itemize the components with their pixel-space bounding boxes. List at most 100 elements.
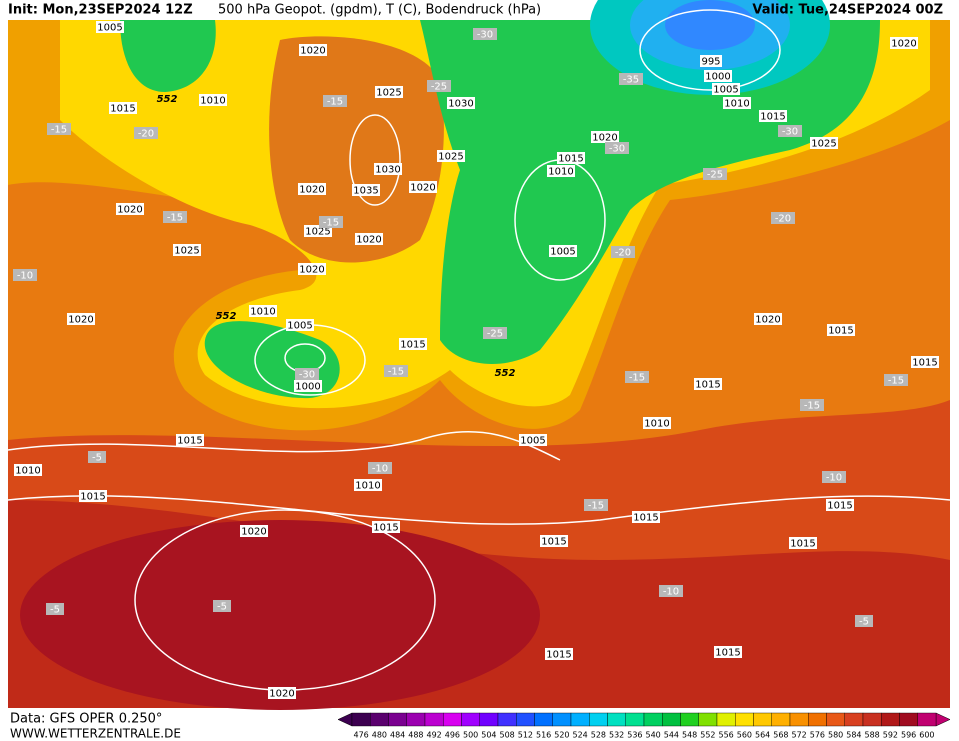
isobar-label-box xyxy=(447,97,475,109)
colorbar-tick-label: 508 xyxy=(499,731,514,740)
temperature-label-group: -15 xyxy=(163,211,187,224)
isobar-label: 1020 xyxy=(891,39,916,50)
temperature-label-box xyxy=(483,327,507,339)
isobar-label-box xyxy=(14,464,42,476)
isobar-label-group: 1005 xyxy=(519,434,547,447)
isobar-label: 1020 xyxy=(592,133,617,144)
temperature-label-group: -30 xyxy=(605,142,629,155)
isobar-label: 1015 xyxy=(790,539,815,550)
colorbar-swatch xyxy=(862,712,882,727)
isobar-label-group: 1015 xyxy=(911,356,939,369)
temperature-label-box xyxy=(134,127,158,139)
temperature-label-group: -20 xyxy=(611,246,635,259)
colorbar-swatch xyxy=(808,712,827,727)
colorbar-arrow-right xyxy=(935,712,951,727)
isobar-label-group: 1015 xyxy=(540,535,568,548)
temperature-label: -15 xyxy=(323,218,339,229)
temperature-label-box xyxy=(88,451,106,463)
temperature-label: -20 xyxy=(775,214,791,225)
temperature-label-group: -15 xyxy=(584,499,608,512)
isobar-label-box xyxy=(96,21,124,33)
isobar-label-group: 1010 xyxy=(249,305,277,318)
temperature-label: -5 xyxy=(859,617,869,628)
temperature-label-group: -5 xyxy=(855,615,873,628)
colorbar-tick-label: 524 xyxy=(572,731,587,740)
isobar-label-group: 1015 xyxy=(826,499,854,512)
isobar-label: 1010 xyxy=(724,99,749,110)
isobar-label-group: 1015 xyxy=(759,110,787,123)
isobar-label: 1015 xyxy=(177,436,202,447)
colorbar-tick-label: 504 xyxy=(481,731,496,740)
colorbar-swatch xyxy=(698,712,718,727)
temperature-label-box xyxy=(427,80,451,92)
isobar-label: 1015 xyxy=(633,513,658,524)
temperature-label-group: -25 xyxy=(703,168,727,181)
isobar-label-box xyxy=(437,150,465,162)
isobar-label-box xyxy=(643,417,671,429)
isobar-label: 1025 xyxy=(438,152,463,163)
isobar-label: 1025 xyxy=(811,139,836,150)
temperature-label-box xyxy=(47,123,71,135)
colorbar-tick-label: 528 xyxy=(591,731,606,740)
isobar-label: 1005 xyxy=(550,247,575,258)
temperature-label: -15 xyxy=(51,125,67,136)
isobar-label: 1020 xyxy=(241,527,266,538)
isobar-label-group: 1015 xyxy=(79,490,107,503)
colorbar-swatch xyxy=(497,712,517,727)
colorbar-tick-label: 572 xyxy=(791,731,806,740)
temperature-label: -25 xyxy=(431,82,447,93)
colorbar-swatch xyxy=(388,712,407,727)
colorbar-tick-label: 584 xyxy=(846,731,861,740)
temperature-label-group: -15 xyxy=(625,371,649,384)
temperature-label-group: -15 xyxy=(384,365,408,378)
isobar-label-group: 1025 xyxy=(173,244,201,257)
colorbar-tick-label: 560 xyxy=(737,731,752,740)
map-background xyxy=(8,0,950,710)
temperature-label-group: -30 xyxy=(295,368,319,381)
temperature-label: -15 xyxy=(388,367,404,378)
temperature-label-box xyxy=(46,603,64,615)
isobar-label: 1035 xyxy=(353,186,378,197)
colorbar-tick-label: 576 xyxy=(810,731,825,740)
colorbar-tick-label: 568 xyxy=(773,731,788,740)
isobar-label-box xyxy=(827,324,855,336)
colorbar-swatch xyxy=(424,712,444,727)
temperature-label-group: -20 xyxy=(134,127,158,140)
isobar-label-group: 1005 xyxy=(286,319,314,332)
isobar-label: 1000 xyxy=(705,72,730,83)
isobar-label-box xyxy=(890,37,918,49)
temperature-label: -15 xyxy=(588,501,604,512)
colorbar-tick-label: 536 xyxy=(627,731,642,740)
temperature-label: -20 xyxy=(615,248,631,259)
temperature-label-group: -5 xyxy=(46,603,64,616)
colorbar-swatch xyxy=(899,712,918,727)
height-label: 552 xyxy=(216,311,237,322)
isobar-label-box xyxy=(372,521,400,533)
isobar-label: 1010 xyxy=(250,307,275,318)
temperature-label-box xyxy=(323,95,347,107)
colorbar-tick-label: 532 xyxy=(609,731,624,740)
temperature-label-group: -30 xyxy=(778,125,802,138)
isobar-label-box xyxy=(286,319,314,331)
isobar-label: 1000 xyxy=(295,382,320,393)
temperature-label: -20 xyxy=(138,129,154,140)
colorbar-tick-label: 564 xyxy=(755,731,770,740)
isobar-label-group: 1020 xyxy=(591,131,619,144)
isobar-label-group: 1020 xyxy=(890,37,918,50)
isobar-label: 1010 xyxy=(548,167,573,178)
temperature-label-group: -25 xyxy=(483,327,507,340)
isobar-label: 1010 xyxy=(355,481,380,492)
isobar-label-group: 1015 xyxy=(545,648,573,661)
isobar-label: 1015 xyxy=(373,523,398,534)
isobar-label-box xyxy=(810,137,838,149)
colorbar-swatch xyxy=(461,712,480,727)
isobar-label-box xyxy=(249,305,277,317)
isobar-label-box xyxy=(176,434,204,446)
isobar-label-box xyxy=(591,131,619,143)
colorbar-swatch xyxy=(844,712,864,727)
temperature-label-box xyxy=(771,212,795,224)
temperature-label-box xyxy=(822,471,846,483)
isobar-label-box xyxy=(116,203,144,215)
isobar-label-box xyxy=(632,511,660,523)
isobar-label-group: 1020 xyxy=(268,687,296,700)
